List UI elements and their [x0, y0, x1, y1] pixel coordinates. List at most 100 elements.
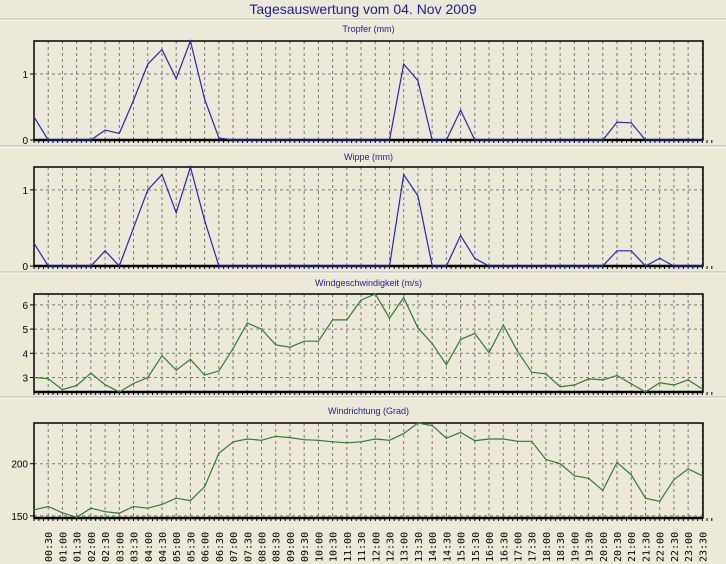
x-tick-label: 20:30 [613, 532, 624, 562]
data-point [61, 265, 64, 267]
data-point [204, 219, 206, 221]
data-point [132, 382, 135, 385]
data-point [275, 344, 277, 346]
x-tick-label: 12:00 [371, 532, 382, 562]
chart-title-tropfer: Tropfer (mm) [342, 24, 394, 34]
data-point [303, 265, 305, 267]
data-point [189, 499, 192, 502]
data-point [460, 338, 462, 341]
data-point [289, 346, 291, 348]
data-point [104, 384, 106, 386]
data-point [374, 139, 376, 141]
data-point [644, 497, 647, 499]
x-tick-label: 10:30 [329, 532, 340, 562]
data-point [246, 322, 248, 324]
data-point [474, 139, 476, 141]
data-point [502, 139, 504, 141]
data-point [516, 350, 519, 352]
data-point [303, 340, 305, 342]
x-tick-label: 22:00 [656, 532, 667, 562]
y-tick-label: 1 [22, 70, 28, 81]
data-point [147, 189, 149, 191]
data-point [474, 332, 476, 335]
data-point [545, 265, 547, 267]
data-point [559, 139, 561, 141]
data-point [630, 122, 632, 124]
data-point [445, 364, 447, 366]
data-point [189, 358, 192, 360]
data-point [33, 509, 35, 511]
data-point [232, 265, 234, 267]
data-point [289, 437, 291, 439]
x-tick-label: 03:30 [130, 532, 141, 562]
x-tick-label: 13:00 [400, 532, 411, 562]
data-point [275, 265, 277, 267]
data-point [218, 137, 220, 139]
chart-title-wippe: Wippe (mm) [344, 152, 393, 162]
x-tick-label: 16:00 [485, 532, 496, 562]
data-point [47, 378, 49, 380]
data-point [460, 431, 462, 433]
x-tick-label: 19:00 [570, 532, 581, 562]
data-point [147, 507, 149, 509]
data-point [104, 250, 106, 252]
data-point [76, 265, 78, 267]
y-tick-label: 150 [11, 512, 28, 523]
data-point [388, 317, 391, 319]
x-tick-label: 06:00 [201, 532, 212, 562]
data-point [118, 391, 120, 393]
x-tick-label: 09:00 [286, 532, 297, 562]
data-point [189, 40, 192, 42]
data-point [118, 132, 120, 134]
x-tick-label: 05:00 [172, 532, 183, 562]
x-tick-label: 15:00 [457, 532, 468, 562]
x-tick-label: 10:00 [314, 532, 325, 562]
data-point [659, 500, 661, 502]
x-tick-label: 06:30 [215, 532, 226, 562]
data-point [417, 80, 419, 82]
data-point [388, 439, 391, 441]
data-point [104, 511, 106, 513]
data-point [90, 507, 92, 509]
x-tick-label: 11:00 [343, 532, 354, 562]
data-point [175, 369, 177, 371]
data-point [488, 438, 490, 440]
data-point [531, 265, 533, 267]
data-point [374, 265, 376, 267]
x-tick-label: 22:30 [670, 532, 681, 562]
data-point [317, 139, 319, 141]
x-tick-label: 03:00 [115, 532, 126, 562]
data-point [573, 384, 575, 386]
data-point [602, 139, 604, 141]
data-point [147, 63, 149, 65]
x-tick-label: 14:00 [428, 532, 439, 562]
data-point [545, 373, 547, 375]
data-point [147, 376, 149, 379]
main-title: Tagesauswertung vom 04. Nov 2009 [249, 1, 477, 17]
x-tick-label: 19:30 [585, 532, 596, 562]
data-point [630, 250, 632, 252]
data-point [431, 343, 433, 345]
data-point [403, 297, 405, 299]
data-point [161, 174, 163, 176]
data-point [360, 265, 362, 267]
data-point [644, 139, 647, 141]
data-point [218, 452, 220, 454]
data-point [431, 139, 433, 141]
data-point [630, 383, 632, 385]
chart-title-windgeschwindigkeit: Windgeschwindigkeit (m/s) [315, 278, 422, 288]
data-point [502, 438, 504, 440]
data-point [90, 139, 92, 141]
data-point [260, 328, 263, 330]
data-point [573, 139, 575, 141]
data-point [360, 441, 362, 443]
x-tick-label: 15:30 [471, 532, 482, 562]
data-point [161, 355, 163, 357]
data-point [701, 139, 703, 141]
data-point [559, 386, 561, 388]
data-point [602, 379, 604, 381]
data-point [246, 438, 248, 440]
data-point [673, 384, 675, 386]
y-tick-label: 0 [22, 262, 28, 273]
x-tick-label: 14:30 [442, 532, 453, 562]
